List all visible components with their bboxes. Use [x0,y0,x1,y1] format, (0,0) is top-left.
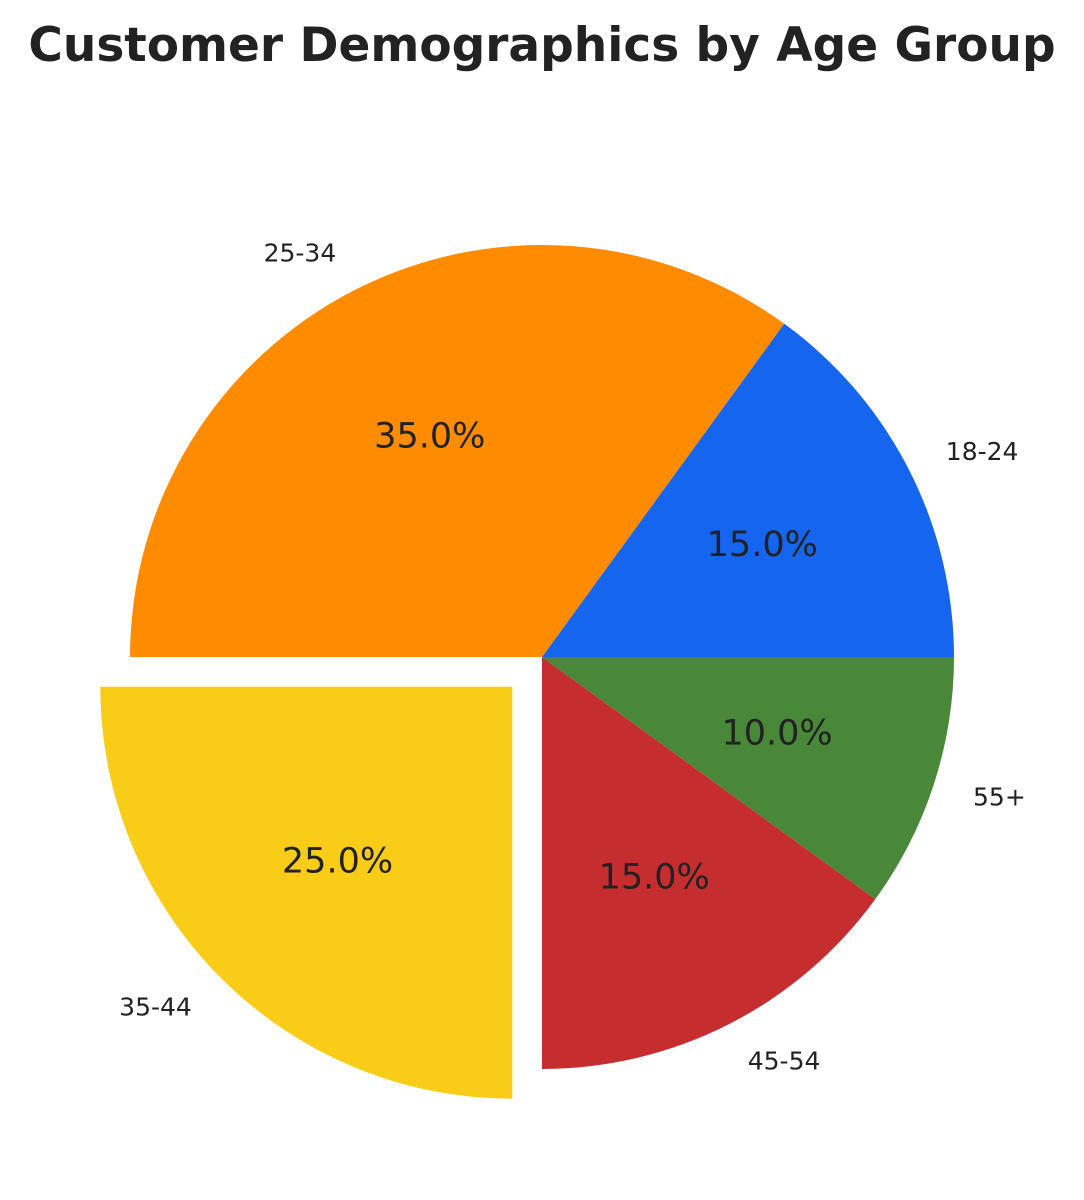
pie-slices [100,245,955,1099]
percent-label-45-54: 15.0% [599,857,710,897]
pie-slice-55 [542,657,955,900]
chart-title: Customer Demographics by Age Group [28,18,1056,73]
pie-slice-25-34 [130,245,785,657]
percent-label-55: 10.0% [722,713,833,753]
category-label-18-24: 18-24 [946,437,1019,466]
category-label-25-34: 25-34 [264,239,337,268]
percent-label-25-34: 35.0% [374,417,485,457]
category-label-45-54: 45-54 [748,1046,821,1075]
category-label-35-44: 35-44 [119,993,192,1022]
percent-label-18-24: 15.0% [707,525,818,565]
pie-slice-45-54 [542,657,876,1069]
percent-labels: 15.0% 35.0% 25.0% 15.0% 10.0% [282,417,833,898]
category-label-55: 55+ [973,783,1026,812]
pie-slice-18-24 [542,323,954,657]
percent-label-35-44: 25.0% [282,841,393,881]
pie-slice-35-44 [100,686,513,1099]
category-labels: 18-24 25-34 35-44 45-54 55+ [119,239,1026,1076]
